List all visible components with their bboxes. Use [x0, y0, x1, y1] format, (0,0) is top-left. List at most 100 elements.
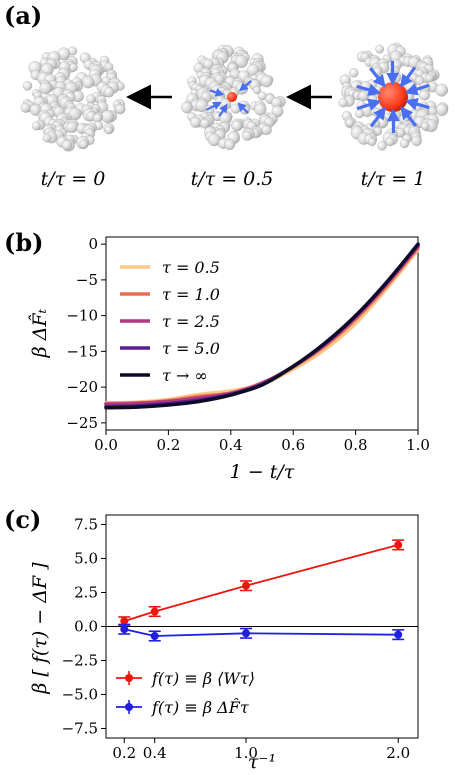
solute-particle [227, 92, 237, 102]
particle-sphere-t0 [20, 46, 126, 152]
particle [189, 116, 201, 128]
particle [411, 135, 422, 147]
y-tick-label: −7.5 [62, 719, 98, 737]
particle [377, 141, 387, 151]
force-vector [238, 80, 252, 92]
particle [81, 75, 95, 89]
particle [420, 121, 430, 131]
panel-c: (c) 0.2 0.4 1.0 2.0 7.5 5.0 2.5 0.0 −2.5 −5.0 −7.5… [4, 505, 419, 773]
particle [355, 109, 365, 119]
particle [31, 121, 41, 131]
y-tick-label: 7.5 [74, 516, 98, 534]
x-tick-label: 0.6 [281, 436, 305, 454]
panel-c-xlabel: τ⁻¹ [248, 751, 276, 773]
particle [260, 74, 273, 88]
force-vector [369, 106, 387, 128]
data-point [120, 617, 129, 626]
caption-t1: t/τ = 1 [361, 168, 426, 190]
panel-c-plot-area: 0.2 0.4 1.0 2.0 7.5 5.0 2.5 0.0 −2.5 −5.0 −7.5 f(τ)… [62, 514, 419, 762]
particle [66, 121, 78, 134]
x-tick-label: 1.0 [234, 744, 258, 762]
y-tick-label: 2.5 [74, 584, 98, 602]
legend-label: f(τ) ≡ β ⟨Wτ⟩ [151, 669, 255, 688]
particle [242, 130, 253, 141]
particle [69, 63, 78, 72]
force-vector [404, 97, 430, 111]
series-line [124, 544, 399, 622]
force-vector [237, 102, 249, 114]
particle [103, 87, 115, 98]
data-point [394, 630, 403, 639]
series-line [104, 245, 420, 406]
x-tick-label: 0.4 [143, 744, 167, 762]
particle [375, 44, 384, 54]
y-tick-label: −25 [66, 414, 98, 432]
particle [252, 85, 262, 95]
force-vector [356, 98, 382, 111]
particle [199, 118, 210, 129]
particle [399, 138, 410, 149]
force-vector [218, 103, 228, 117]
data-point [150, 632, 159, 641]
particle [61, 139, 73, 151]
particle-sphere-t1 [338, 42, 449, 151]
data-point [394, 540, 403, 549]
force-vector [399, 66, 417, 88]
particle [104, 125, 114, 135]
caption-t05: t/τ = 0.5 [191, 168, 274, 190]
y-tick-label: −2.5 [62, 651, 98, 669]
panel-b-label: (b) [4, 228, 44, 257]
solute-particle [378, 82, 408, 112]
particle [181, 101, 193, 114]
particle [224, 138, 236, 151]
panel-c-label: (c) [4, 505, 41, 534]
particle [368, 137, 377, 147]
y-tick-label: 5.0 [74, 550, 98, 568]
x-tick-label: 2.0 [386, 744, 410, 762]
data-point [242, 581, 251, 590]
y-tick-label: 0 [88, 235, 98, 253]
series-line [124, 628, 399, 637]
x-tick-label: 0.2 [112, 744, 136, 762]
x-tick-label: 0.4 [219, 436, 243, 454]
legend-label: τ = 2.5 [162, 312, 220, 331]
particle [345, 118, 355, 127]
particle [22, 81, 33, 91]
particle [425, 73, 434, 83]
legend-marker [125, 703, 133, 711]
force-vector [400, 106, 418, 127]
particle [419, 89, 431, 101]
force-vector [404, 83, 430, 96]
panel-b-xlabel: 1 − t/τ [230, 461, 295, 483]
particle [349, 68, 359, 78]
particle [338, 97, 348, 108]
force-vector [205, 102, 222, 111]
series-line [104, 242, 420, 410]
particle [435, 103, 449, 117]
series-line [104, 244, 420, 407]
y-tick-label: −5 [76, 271, 98, 289]
particle [39, 82, 52, 95]
particle [261, 124, 272, 136]
y-tick-label: −20 [66, 378, 98, 396]
particle [435, 83, 449, 97]
legend-label: τ = 5.0 [162, 339, 220, 358]
legend-label: f(τ) ≡ β ΔF̂τ [151, 698, 250, 717]
legend-label: τ = 1.0 [162, 285, 220, 304]
legend-marker [125, 674, 133, 682]
y-tick-label: −15 [66, 342, 98, 360]
panel-a-label: (a) [4, 1, 42, 30]
caption-t0: t/τ = 0 [41, 168, 106, 190]
data-point [242, 629, 251, 638]
particle [42, 133, 52, 143]
x-tick-label: 0.8 [344, 436, 368, 454]
panel-b: (b) 0.0 0.2 0.4 0.6 0.8 1.0 0 −5 −10 −15 −20 −25 τ =… [4, 228, 430, 483]
particle [79, 139, 89, 149]
y-tick-label: −10 [66, 307, 98, 325]
particle [358, 90, 369, 102]
panel-c-ylabel: β [ f(τ) − ΔF ] [29, 562, 51, 695]
series-line [104, 248, 420, 405]
particle [86, 94, 96, 104]
particle [115, 104, 126, 115]
